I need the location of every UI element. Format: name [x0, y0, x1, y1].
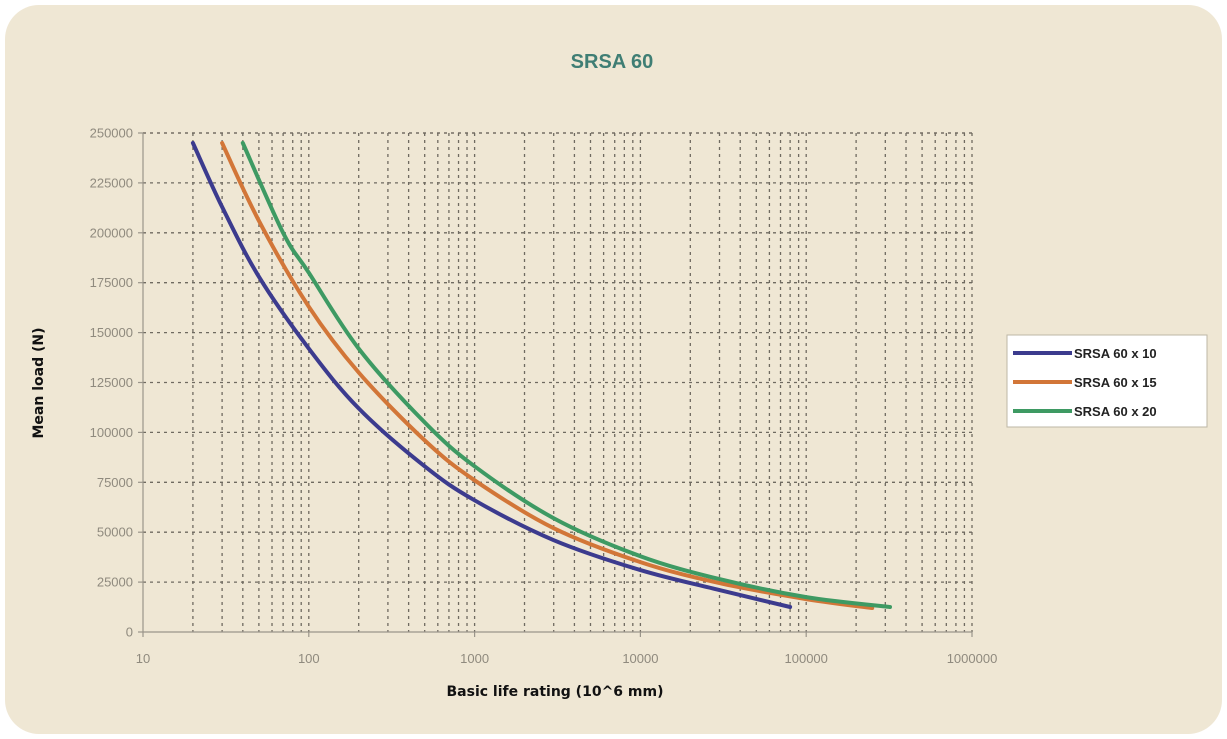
- y-tick-label: 225000: [90, 175, 133, 190]
- x-tick-label: 1000: [460, 651, 489, 666]
- y-tick-label: 25000: [97, 575, 133, 590]
- y-tick-label: 150000: [90, 325, 133, 340]
- legend-label-srsa-60-x-20: SRSA 60 x 20: [1074, 404, 1157, 419]
- series-line-srsa-60-x-10: [190, 141, 793, 609]
- y-tick-label: 75000: [97, 475, 133, 490]
- legend-label-srsa-60-x-10: SRSA 60 x 10: [1074, 346, 1157, 361]
- y-axis-title: Mean load (N): [31, 328, 47, 439]
- x-tick-label: 10: [136, 651, 150, 666]
- y-tick-label: 50000: [97, 525, 133, 540]
- chart-title: SRSA 60: [571, 51, 654, 73]
- series-line-srsa-60-x-20: [240, 141, 892, 609]
- x-tick-label: 100: [298, 651, 320, 666]
- series-line-srsa-60-x-15: [220, 141, 875, 610]
- x-tick-label: 100000: [785, 651, 828, 666]
- y-tick-label: 0: [126, 625, 133, 640]
- axes: 0 25000 50000 75000 100000 125000 150000 175000…: [90, 126, 998, 667]
- y-tick-label: 100000: [90, 425, 133, 440]
- grid: [143, 132, 973, 632]
- y-tick-label: 175000: [90, 275, 133, 290]
- series-lines: [190, 141, 892, 610]
- x-axis-title: Basic life rating (10^6 mm): [447, 684, 664, 700]
- y-tick-label: 200000: [90, 225, 133, 240]
- y-tick-label: 250000: [90, 126, 133, 141]
- y-tick-label: 125000: [90, 375, 133, 390]
- x-tick-label: 10000: [622, 651, 658, 666]
- x-tick-label: 1000000: [947, 651, 998, 666]
- legend: SRSA 60 x 10 SRSA 60 x 15 SRSA 60 x 20: [1006, 334, 1208, 428]
- legend-label-srsa-60-x-15: SRSA 60 x 15: [1074, 375, 1157, 390]
